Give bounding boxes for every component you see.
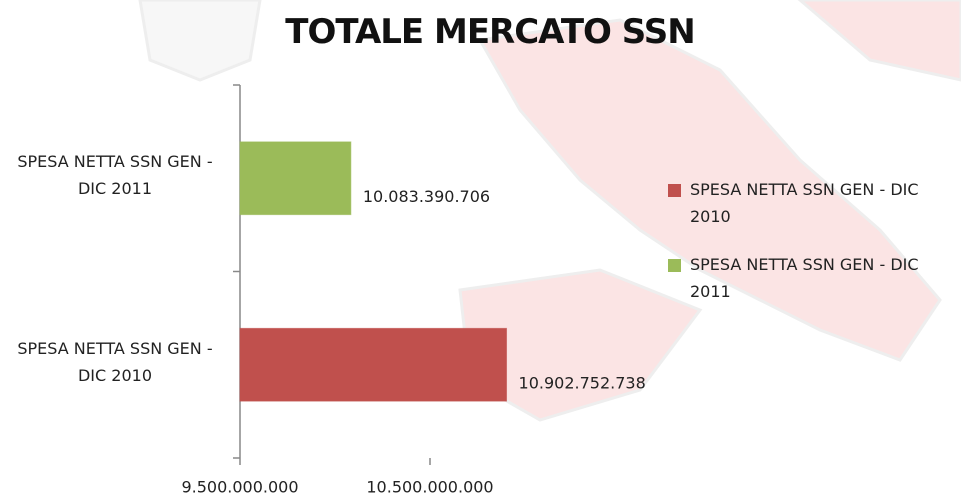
legend-label: SPESA NETTA SSN GEN - DIC 2010 (690, 180, 919, 226)
bar (239, 141, 352, 216)
legend-swatch (668, 259, 681, 272)
bar (239, 327, 508, 402)
legend-swatch (668, 184, 681, 197)
y-tick-label: SPESA NETTA SSN GEN - DIC 2010 (17, 338, 213, 385)
legend-label: SPESA NETTA SSN GEN - DIC 2011 (690, 255, 919, 301)
background-map (138, 0, 961, 422)
x-tick-label: 9.500.000.000 (181, 478, 298, 494)
y-tick-label: SPESA NETTA SSN GEN - DIC 2011 (17, 152, 213, 199)
x-tick-label: 10.500.000.000 (366, 478, 493, 494)
data-label: 10.902.752.738 (519, 373, 646, 392)
data-label: 10.083.390.706 (363, 187, 490, 206)
chart-title: TOTALE MERCATO SSN (285, 12, 695, 52)
